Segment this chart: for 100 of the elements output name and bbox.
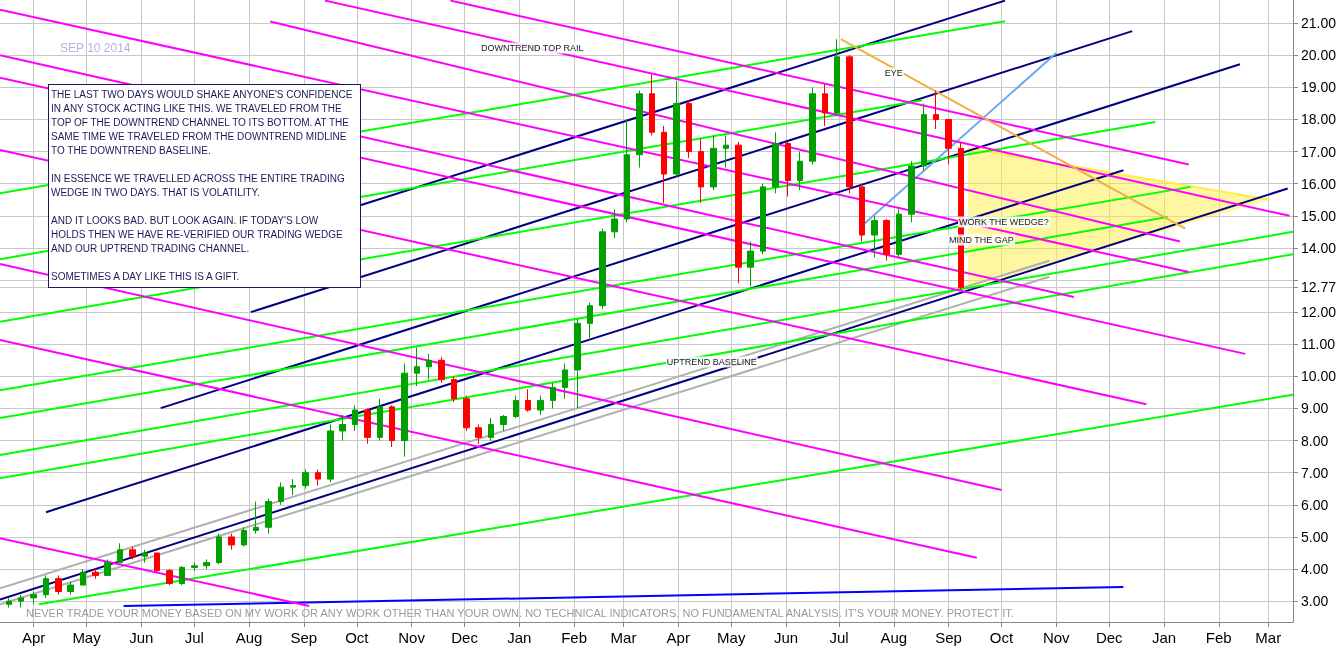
x-tick-label: Jun bbox=[129, 629, 154, 646]
annotation: NEVER TRADE YOUR MONEY BASED ON MY WORK OR ANY WORK OTHER THAN YOUR OWN. NO TECHNICAL INDICATORS. NO FUNDAMENTAL ANALYSIS. IT'S YOUR MONEY. PROTECT IT. bbox=[26, 606, 1014, 619]
candlestick bbox=[315, 468, 321, 487]
candlestick bbox=[698, 138, 704, 204]
candlestick bbox=[67, 581, 74, 596]
candlestick bbox=[179, 565, 185, 586]
y-tick-label: 16.00 bbox=[1300, 175, 1337, 192]
y-tick-label: 12.77 bbox=[1300, 279, 1337, 296]
candlestick bbox=[624, 118, 630, 223]
candlestick bbox=[673, 80, 680, 178]
candlestick bbox=[55, 574, 62, 596]
candlestick bbox=[265, 497, 272, 535]
candlestick bbox=[908, 160, 915, 223]
candlestick bbox=[117, 542, 123, 564]
x-tick-label: Apr bbox=[666, 629, 690, 646]
candlestick bbox=[772, 131, 779, 194]
annotation: MIND THE GAP bbox=[949, 235, 1014, 245]
candlestick bbox=[797, 151, 803, 191]
y-tick-label: 14.00 bbox=[1300, 239, 1337, 256]
x-tick-label: Jun bbox=[773, 629, 799, 646]
candlestick bbox=[723, 135, 729, 169]
x-tick-label: Sep bbox=[290, 629, 318, 646]
x-tick-label: Aug bbox=[880, 629, 908, 646]
candlestick bbox=[649, 74, 655, 137]
x-tick-label: Dec bbox=[1095, 629, 1124, 646]
x-tick-label: Jul bbox=[184, 629, 204, 646]
y-tick-label: 3.00 bbox=[1300, 593, 1329, 610]
candlestick bbox=[822, 83, 828, 127]
candlestick bbox=[537, 395, 544, 416]
y-tick-label: 8.00 bbox=[1300, 432, 1329, 449]
candlestick bbox=[414, 346, 420, 387]
candlestick bbox=[488, 417, 494, 442]
candlestick bbox=[550, 382, 556, 409]
candlestick bbox=[80, 568, 86, 586]
candlestick bbox=[352, 404, 358, 432]
x-tick-label: Aug bbox=[235, 629, 263, 646]
x-tick-label: Nov bbox=[1042, 629, 1071, 646]
x-tick-label: Mar bbox=[1255, 629, 1282, 646]
x-tick-label: Jan bbox=[507, 629, 532, 646]
candlestick bbox=[278, 481, 284, 506]
candlestick bbox=[636, 90, 643, 169]
candlestick bbox=[574, 318, 581, 409]
x-tick-label: Dec bbox=[451, 629, 479, 646]
candlestick bbox=[30, 590, 37, 605]
y-tick-label: 15.00 bbox=[1300, 207, 1337, 224]
candlestick bbox=[809, 86, 816, 165]
candlestick bbox=[18, 594, 24, 609]
candlestick bbox=[43, 574, 49, 599]
candlestick bbox=[735, 141, 742, 284]
annotation: EYE bbox=[884, 68, 903, 79]
y-tick-label: 9.00 bbox=[1300, 400, 1329, 417]
candlestick bbox=[302, 468, 309, 490]
candlestick bbox=[475, 424, 482, 445]
candlestick bbox=[339, 414, 346, 442]
candlestick bbox=[686, 99, 692, 159]
x-tick-label: May bbox=[72, 629, 102, 646]
candlestick bbox=[896, 208, 902, 259]
candlestick bbox=[611, 208, 618, 239]
candlestick bbox=[945, 118, 952, 165]
annotation: WORK THE WEDGE? bbox=[959, 217, 1049, 227]
candlestick bbox=[104, 558, 111, 576]
candlestick bbox=[401, 363, 408, 458]
candlestick bbox=[438, 356, 445, 384]
x-tick-label: Nov bbox=[398, 629, 426, 646]
candlestick bbox=[241, 526, 247, 548]
y-tick-label: 12.00 bbox=[1300, 304, 1337, 321]
candlestick bbox=[871, 215, 878, 259]
candlestick bbox=[290, 478, 296, 496]
candlestick bbox=[599, 228, 606, 310]
candlestick bbox=[859, 183, 865, 242]
candlestick bbox=[154, 552, 160, 573]
candlestick bbox=[191, 562, 198, 572]
candlestick bbox=[377, 398, 383, 442]
candlestick bbox=[463, 395, 470, 432]
x-tick-label: Jul bbox=[829, 629, 849, 646]
candlestick bbox=[834, 38, 840, 117]
candlestick bbox=[846, 54, 853, 194]
y-tick-label: 5.00 bbox=[1300, 528, 1329, 545]
candlestick bbox=[203, 558, 210, 570]
y-tick-label: 11.00 bbox=[1300, 336, 1336, 353]
y-tick-label: 19.00 bbox=[1300, 79, 1337, 96]
text: SEP 10 2014 bbox=[60, 41, 131, 55]
candlestick bbox=[253, 501, 259, 535]
candlestick bbox=[760, 183, 766, 255]
y-tick-label: 10.00 bbox=[1300, 368, 1337, 385]
candlestick bbox=[562, 363, 568, 400]
candlestick bbox=[228, 533, 235, 551]
x-tick-label: Oct bbox=[345, 629, 370, 646]
y-tick-label: 17.00 bbox=[1300, 143, 1337, 160]
x-tick-label: Feb bbox=[561, 629, 587, 646]
x-tick-label: Jan bbox=[1151, 629, 1177, 646]
candlestick bbox=[389, 404, 395, 448]
candlestick bbox=[216, 533, 222, 565]
y-tick-label: 4.00 bbox=[1300, 561, 1329, 578]
x-tick-label: May bbox=[717, 629, 746, 646]
x-tick-label: Oct bbox=[989, 629, 1015, 646]
candlestick bbox=[142, 549, 148, 564]
y-tick-label: 21.00 bbox=[1300, 15, 1337, 32]
candlestick bbox=[327, 424, 334, 483]
candlestick bbox=[525, 388, 531, 413]
